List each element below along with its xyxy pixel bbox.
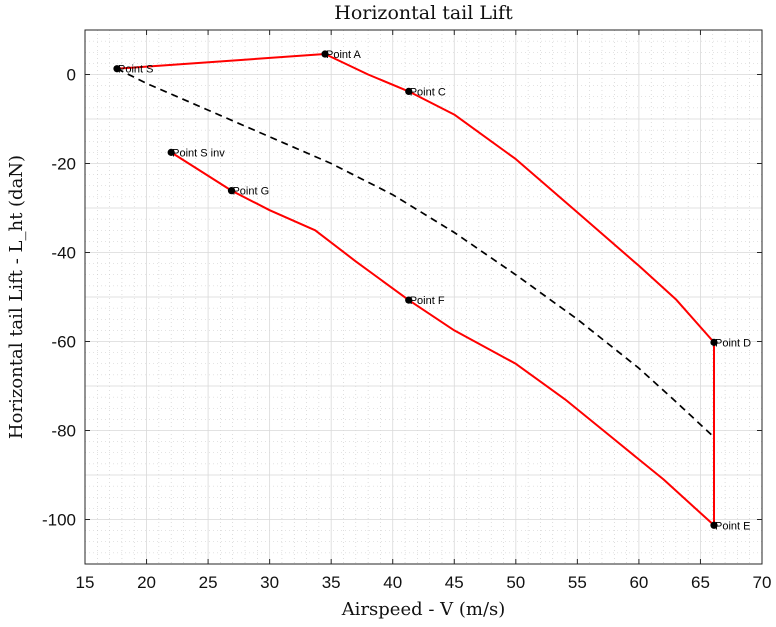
y-axis-label: Horizontal tail Lift - L_ht (daN) bbox=[6, 155, 27, 439]
point-label: Point A bbox=[326, 49, 362, 61]
point-marker bbox=[710, 338, 718, 346]
flight-envelope-line bbox=[116, 53, 715, 527]
point-marker bbox=[321, 50, 329, 58]
x-tick-label: 25 bbox=[199, 573, 218, 592]
x-tick-label: 70 bbox=[753, 573, 772, 592]
y-tick-label: 0 bbox=[67, 66, 76, 85]
x-tick-label: 65 bbox=[691, 573, 710, 592]
y-tick-label: -100 bbox=[42, 511, 76, 530]
point-marker bbox=[167, 148, 175, 156]
y-tick-label: -60 bbox=[51, 333, 76, 352]
x-axis-label: Airspeed - V (m/s) bbox=[341, 599, 506, 620]
x-tick-label: 50 bbox=[506, 573, 525, 592]
x-tick-label: 60 bbox=[629, 573, 648, 592]
x-tick-label: 55 bbox=[568, 573, 587, 592]
point-markers: Point S Point A Point C Point D Point E Point… bbox=[113, 49, 751, 532]
x-tick-label: 15 bbox=[76, 573, 95, 592]
x-tick-label: 45 bbox=[445, 573, 464, 592]
point-label: Point S bbox=[118, 64, 153, 76]
x-tick-label: 30 bbox=[260, 573, 279, 592]
plot-frame bbox=[84, 29, 763, 565]
point-marker bbox=[405, 87, 413, 96]
point-label: Point S inv bbox=[172, 147, 225, 159]
series-layer bbox=[116, 53, 715, 527]
chart-title: Horizontal tail Lift bbox=[334, 2, 513, 24]
y-tick-label: -40 bbox=[51, 244, 76, 263]
y-tick-label: -80 bbox=[51, 422, 76, 441]
y-tick-label: -20 bbox=[51, 155, 76, 174]
point-label: Point G bbox=[232, 186, 269, 198]
axis-ticks: 15 20 25 30 35 40 45 50 55 60 65 70 0 -20 -40 -60 -80 -10… bbox=[42, 30, 771, 592]
x-tick-label: 35 bbox=[322, 573, 341, 592]
x-tick-label: 20 bbox=[137, 573, 156, 592]
point-label: Point F bbox=[410, 295, 445, 307]
point-marker bbox=[405, 296, 413, 304]
point-marker bbox=[710, 521, 718, 529]
point-label: Point C bbox=[410, 86, 446, 98]
point-marker bbox=[227, 187, 236, 195]
point-label: Point E bbox=[715, 520, 750, 532]
dashed-reference-line bbox=[116, 67, 715, 438]
point-marker bbox=[113, 65, 121, 73]
point-label: Point D bbox=[715, 337, 751, 349]
major-grid bbox=[84, 29, 763, 565]
x-tick-label: 40 bbox=[383, 573, 402, 592]
